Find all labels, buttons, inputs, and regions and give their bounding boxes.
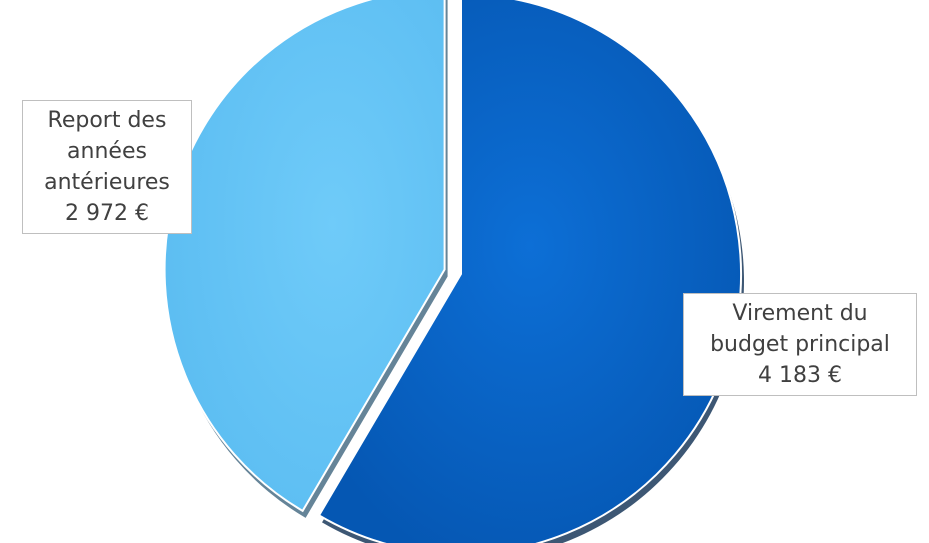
slice-label-line: Report des xyxy=(47,108,167,133)
slice-value-text: 4 183 € xyxy=(758,363,842,388)
slice-label-line: antérieures xyxy=(44,170,170,195)
slice-label-line: années xyxy=(67,139,147,164)
slice-label-virement: Virement du budget principal 4 183 € xyxy=(683,293,917,396)
pie-slices xyxy=(163,0,742,543)
slice-label-line: budget principal xyxy=(710,332,890,357)
slice-label-line: Virement du xyxy=(732,301,868,326)
slice-value-text: 2 972 € xyxy=(65,201,149,226)
slice-label-report: Report des années antérieures 2 972 € xyxy=(22,100,192,234)
